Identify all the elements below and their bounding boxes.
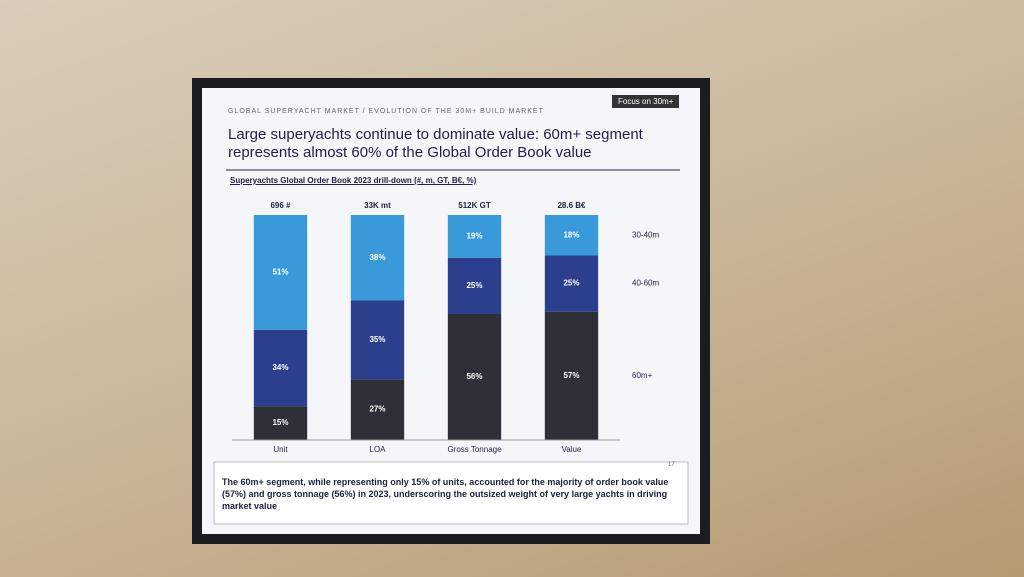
legend-entry: 40-60m <box>632 279 659 288</box>
value-label: 56% <box>466 372 482 381</box>
x-tick-label: Value <box>562 445 582 454</box>
total-label: 696 # <box>270 201 291 210</box>
callout-box <box>213 461 689 525</box>
bar-segment <box>350 379 405 440</box>
page-number: 17 <box>668 462 675 468</box>
badge: Focus on 30m+ <box>612 95 680 108</box>
bar-segment <box>447 215 502 258</box>
value-label: 27% <box>369 405 385 414</box>
callout: The 60m+ segment, while representing onl… <box>222 477 669 511</box>
bar-segment <box>350 300 405 380</box>
value-label: 38% <box>369 253 385 262</box>
value-label: 15% <box>272 418 288 427</box>
total-label: 512K GT <box>458 201 491 210</box>
legend-entry: 30-40m <box>632 230 659 239</box>
bar-segment <box>544 255 599 312</box>
bar-segment <box>544 215 599 256</box>
bar-segment <box>447 257 502 314</box>
bar-segment <box>253 329 308 407</box>
value-label: 25% <box>563 279 579 288</box>
value-label: 19% <box>466 231 482 240</box>
chart-title: Large superyachts continue to dominate v… <box>228 126 643 161</box>
x-tick-label: LOA <box>369 445 386 454</box>
total-label: 33K mt <box>364 201 391 210</box>
chart-subtitle: Superyachts Global Order Book 2023 drill… <box>230 176 477 185</box>
x-tick-label: Gross Tonnage <box>447 445 502 454</box>
x-tick-label: Unit <box>273 445 288 454</box>
header: GLOBAL SUPERYACHT MARKET / EVOLUTION OF … <box>228 108 544 115</box>
bar-segment <box>350 215 405 301</box>
total-label: 28.6 B€ <box>557 201 586 210</box>
value-label: 34% <box>272 363 288 372</box>
value-label: 51% <box>272 267 288 276</box>
legend-entry: 60m+ <box>632 371 653 380</box>
bar-segment <box>544 311 599 440</box>
value-label: 57% <box>563 371 579 380</box>
value-label: 35% <box>369 335 385 344</box>
value-label: 25% <box>466 281 482 290</box>
bar-segment <box>253 406 308 440</box>
value-label: 18% <box>563 230 579 239</box>
bar-segment <box>253 215 308 330</box>
bar-segment <box>447 314 502 440</box>
